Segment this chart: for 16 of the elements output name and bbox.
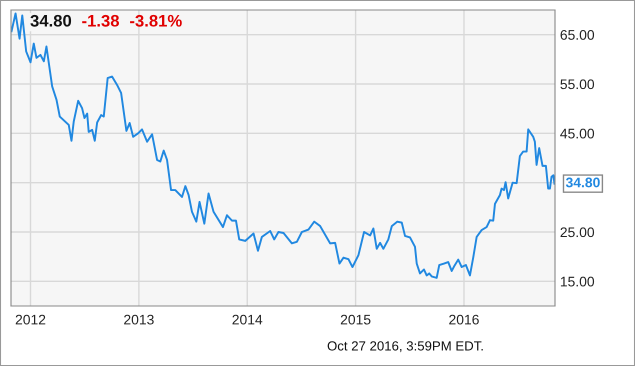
line-series (11, 12, 555, 279)
text: Oct 27 2016, 3:59PM EDT. (328, 341, 483, 352)
x-tick-label: 2016 (449, 314, 479, 325)
y-tick-label: 65.00 (560, 30, 594, 40)
y-tick-label: 25.00 (560, 227, 594, 238)
y-tick-label: 45.00 (560, 128, 594, 139)
x-tick-label: 2013 (124, 314, 154, 325)
annotation: 34.80 (566, 178, 600, 188)
x-tick-label: 2012 (16, 314, 46, 325)
annotation: -3.81% (130, 14, 182, 27)
y-tick-label: 15.00 (560, 276, 594, 287)
x-tick-label: 2015 (340, 314, 370, 325)
annotation: -1.38 (82, 14, 120, 27)
y-tick-label: 55.00 (560, 79, 594, 90)
annotation: 34.80 (30, 14, 72, 27)
x-tick-label: 2014 (232, 314, 262, 325)
